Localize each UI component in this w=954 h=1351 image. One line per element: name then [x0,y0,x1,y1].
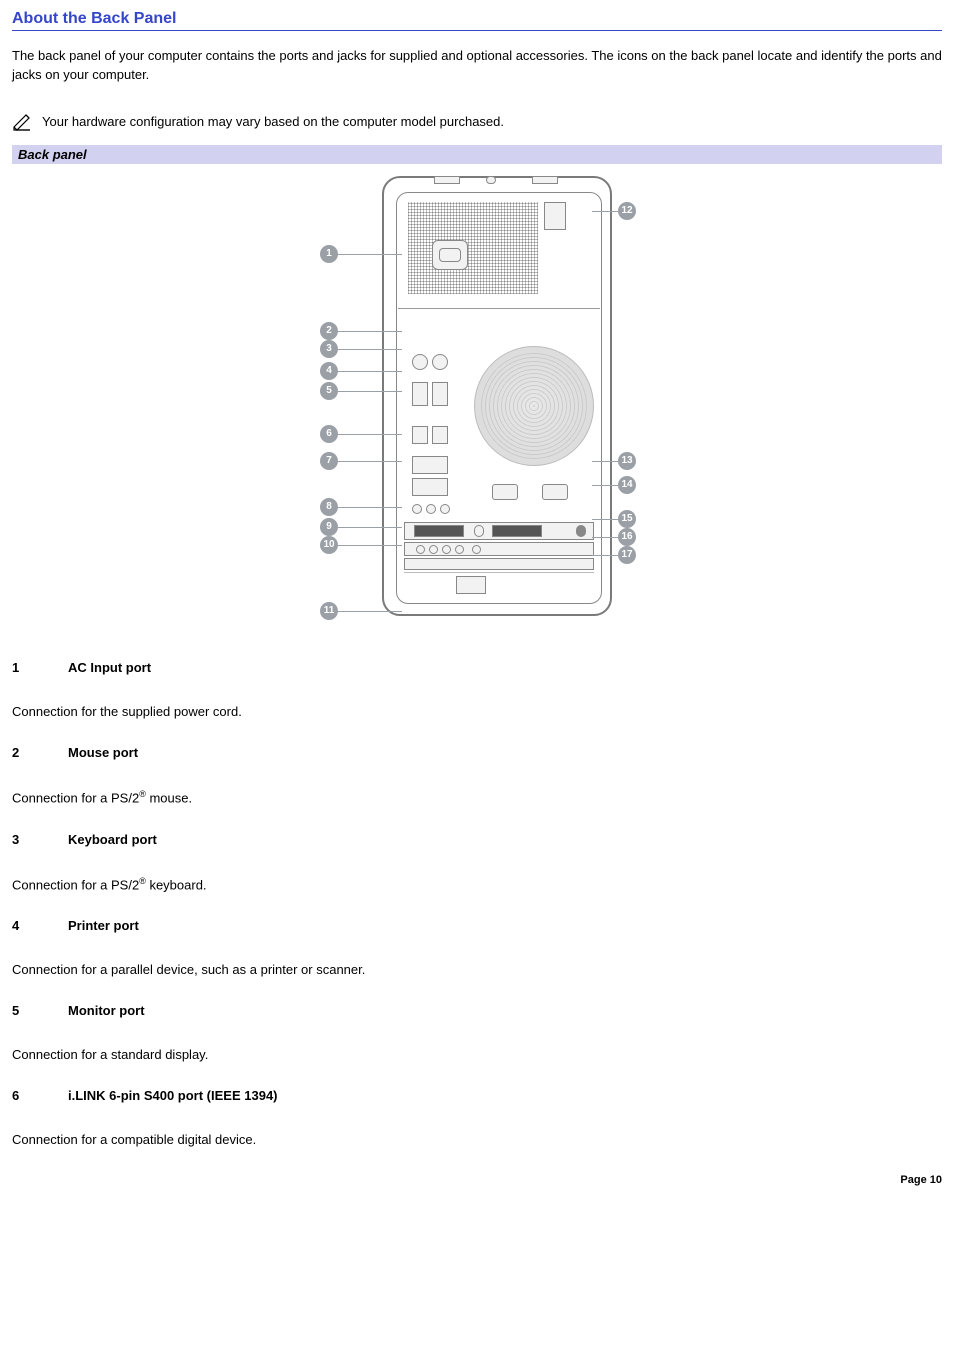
port-title: Monitor port [68,1003,145,1018]
port-number: 2 [12,745,68,760]
port-title: Keyboard port [68,832,157,847]
callout-15: 15 [618,510,636,528]
port-number: 5 [12,1003,68,1018]
callout-8: 8 [320,498,338,516]
callout-4: 4 [320,362,338,380]
pencil-note-icon [12,111,36,131]
page-number: Page 10 [900,1174,942,1186]
port-heading-6: 6i.LINK 6-pin S400 port (IEEE 1394) [12,1088,942,1103]
note-row: Your hardware configuration may vary bas… [12,111,942,131]
callout-10: 10 [320,536,338,554]
callout-3: 3 [320,340,338,358]
callout-12: 12 [618,202,636,220]
port-heading-5: 5Monitor port [12,1003,942,1018]
ports-list: 1AC Input port Connection for the supplie… [12,660,942,1150]
callout-16: 16 [618,528,636,546]
port-description: Connection for the supplied power cord. [12,703,942,721]
port-description: Connection for a PS/2® keyboard. [12,875,942,895]
port-number: 6 [12,1088,68,1103]
section-bar: Back panel [12,145,942,164]
callout-17: 17 [618,546,636,564]
port-heading-3: 3Keyboard port [12,832,942,847]
port-title: Mouse port [68,745,138,760]
page-footer: Page 10 [12,1174,942,1186]
callout-5: 5 [320,382,338,400]
port-title: Printer port [68,918,139,933]
callout-7: 7 [320,452,338,470]
callout-11: 11 [320,602,338,620]
port-heading-1: 1AC Input port [12,660,942,675]
port-number: 1 [12,660,68,675]
port-description: Connection for a parallel device, such a… [12,961,942,979]
page-title: About the Back Panel [12,10,942,31]
back-panel-diagram: 1234567891011121314151617 [12,170,942,630]
port-description: Connection for a PS/2® mouse. [12,788,942,808]
callout-2: 2 [320,322,338,340]
port-description: Connection for a standard display. [12,1046,942,1064]
port-heading-4: 4Printer port [12,918,942,933]
port-description: Connection for a compatible digital devi… [12,1131,942,1149]
port-title: AC Input port [68,660,151,675]
callout-14: 14 [618,476,636,494]
callout-1: 1 [320,245,338,263]
callout-6: 6 [320,425,338,443]
note-text: Your hardware configuration may vary bas… [42,111,504,131]
port-heading-2: 2Mouse port [12,745,942,760]
port-number: 3 [12,832,68,847]
intro-paragraph: The back panel of your computer contains… [12,47,942,85]
port-number: 4 [12,918,68,933]
callout-9: 9 [320,518,338,536]
callout-13: 13 [618,452,636,470]
port-title: i.LINK 6-pin S400 port (IEEE 1394) [68,1088,278,1103]
